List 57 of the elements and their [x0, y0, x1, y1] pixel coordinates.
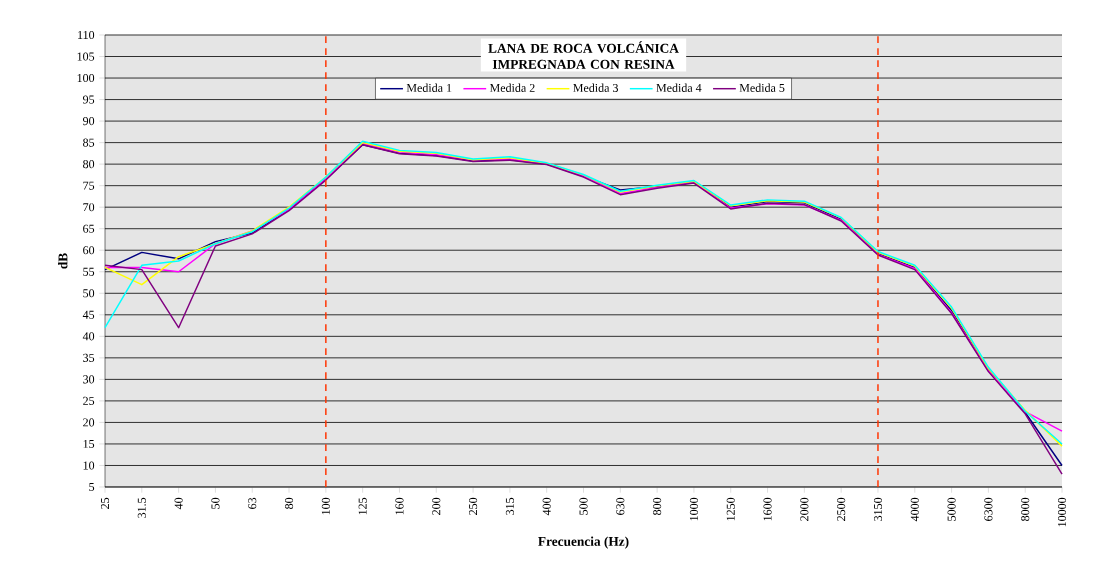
y-tick-label: 30 [83, 375, 95, 384]
y-tick-label: 20 [83, 418, 95, 427]
y-tick-label: 105 [77, 52, 95, 61]
x-tick-label: 50 [211, 497, 220, 509]
text: LANA DE ROCA VOLCÁNICA IMPREGNADA CON RESINA [488, 41, 679, 69]
y-tick-label: 5 [89, 483, 95, 491]
x-tick-label: 1250 [726, 497, 735, 521]
y-tick-label: 95 [82, 95, 95, 104]
x-tick-label: 2000 [800, 497, 809, 521]
y-tick-label: 110 [78, 30, 95, 40]
legend-label: Medida 3 [573, 83, 618, 92]
y-tick-label: 80 [83, 160, 95, 169]
y-tick-label: 85 [83, 138, 95, 147]
x-tick-label: 10000 [1057, 497, 1067, 527]
y-tick-label: 100 [77, 73, 95, 83]
x-tick-label: 31.5 [137, 497, 146, 518]
y-tick-label: 55 [83, 267, 95, 276]
x-tick-label: 5000 [947, 497, 956, 521]
x-tick-label: 800 [653, 497, 662, 515]
x-tick-label: 80 [284, 497, 294, 509]
x-tick-label: 3150 [873, 497, 883, 521]
x-tick-label: 200 [432, 497, 441, 515]
y-tick-label: 40 [82, 332, 95, 341]
y-tick-label: 75 [83, 181, 95, 190]
legend-label: Medida 2 [489, 83, 535, 92]
y-tick-label: 70 [83, 203, 95, 212]
y-tick-label: 50 [83, 289, 95, 298]
x-tick-label: 2500 [837, 497, 846, 521]
x-tick-label: 25 [100, 497, 110, 509]
y-tick-label: 25 [83, 396, 95, 405]
legend-label: Medida 4 [656, 83, 702, 92]
x-tick-label: 1600 [763, 497, 772, 521]
y-tick-label: 15 [83, 439, 95, 448]
y-tick-label: 90 [82, 117, 95, 126]
x-tick-label: 100 [321, 497, 330, 515]
y-tick-label: 65 [83, 224, 95, 233]
x-tick-label: 8000 [1021, 497, 1030, 521]
x-tick-label: 630 [616, 497, 625, 515]
x-tick-label: 63 [248, 497, 257, 509]
x-tick-label: 1000 [689, 497, 698, 521]
x-tick-label: 40 [174, 497, 183, 510]
y-tick-label: 45 [82, 310, 95, 319]
x-axis-title: Frecuencia (Hz) [538, 536, 629, 549]
y-tick-label: 60 [83, 246, 95, 255]
y-tick-label: 10 [83, 461, 95, 470]
y-axis-title: dB [58, 253, 68, 269]
legend-label: Medida 5 [739, 83, 785, 92]
x-tick-label: 6300 [984, 497, 993, 521]
x-tick-label: 400 [542, 497, 551, 516]
x-tick-label: 250 [469, 497, 478, 515]
x-tick-label: 160 [395, 497, 404, 515]
x-tick-label: 125 [358, 497, 367, 515]
x-tick-label: 315 [505, 497, 514, 515]
x-tick-label: 4000 [910, 497, 919, 522]
legend-label: Medida 1 [406, 83, 452, 92]
x-tick-label: 500 [579, 497, 588, 515]
y-tick-label: 35 [83, 353, 95, 362]
